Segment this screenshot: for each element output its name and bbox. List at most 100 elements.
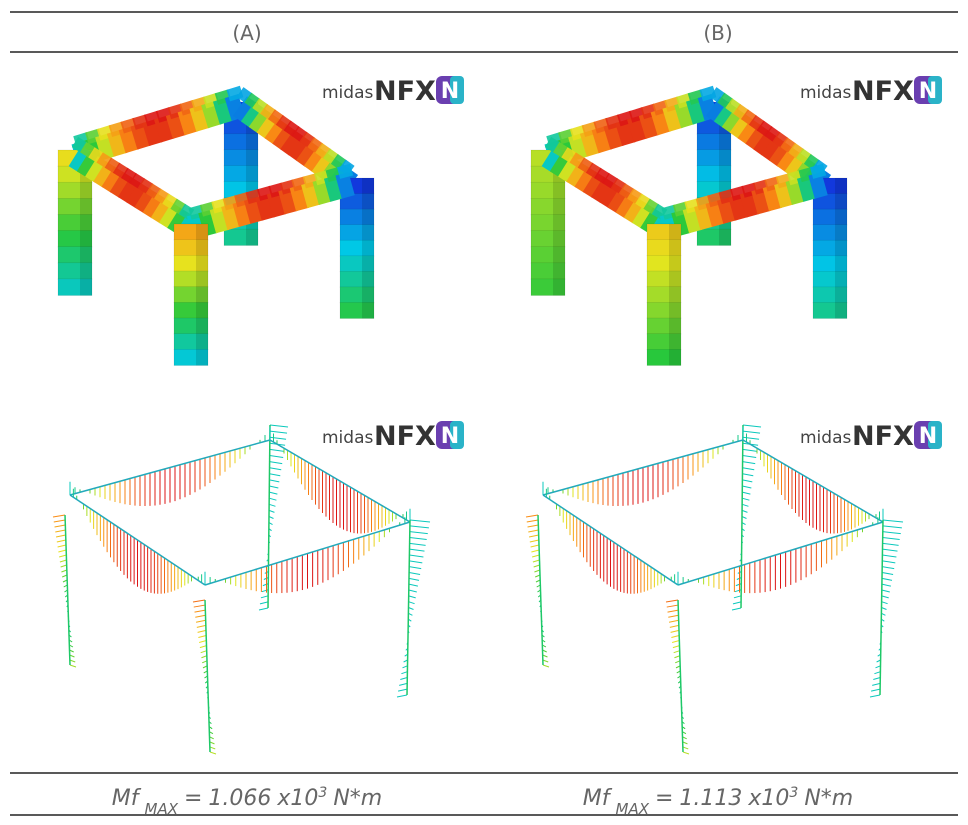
beam-top	[137, 178, 154, 195]
logo-product: NFX	[374, 76, 436, 107]
moment-hatch	[402, 665, 408, 669]
formula-multiplier: x10	[747, 786, 789, 811]
moment-hatch	[669, 624, 679, 628]
beam-segment	[745, 124, 769, 150]
beam-segment	[716, 197, 737, 224]
moment-hatch	[542, 664, 550, 668]
moment-hatch	[872, 682, 881, 686]
formula: Mf MAX = 1.066 x103 N*m	[112, 785, 382, 818]
beam-segment	[158, 202, 182, 229]
column-line	[267, 424, 271, 609]
beam-segment	[266, 190, 287, 218]
beam-segment	[591, 126, 613, 154]
beam-segment	[627, 115, 648, 143]
beam-top	[585, 162, 602, 179]
beam-line	[742, 439, 884, 523]
moment-hatch	[192, 599, 206, 603]
moment-hatch	[873, 677, 881, 680]
beam-top	[179, 100, 197, 116]
beam-segment	[209, 206, 230, 234]
column-shade	[553, 230, 565, 248]
column-shade	[669, 239, 681, 256]
moment-hatch	[882, 519, 904, 523]
moment-hatch	[396, 694, 408, 698]
beam-segment	[130, 122, 151, 150]
moment-hatch	[881, 595, 889, 599]
beam-segment	[93, 161, 116, 188]
column-shade	[835, 240, 847, 257]
beam-top	[561, 147, 577, 164]
beam-segment	[221, 203, 241, 231]
column-shade	[669, 333, 681, 350]
column-shade	[553, 262, 565, 280]
wire-frame	[525, 424, 904, 755]
beam-segment	[150, 197, 173, 224]
moment-hatch	[269, 455, 284, 458]
beam-segment	[248, 107, 272, 134]
moment-hatch	[260, 595, 269, 599]
moment-hatch	[269, 491, 278, 495]
beam-segment	[68, 145, 91, 173]
moment-hatch	[682, 746, 689, 750]
beam-segment	[737, 118, 761, 145]
moment-hatch	[194, 609, 206, 613]
beam-segment	[638, 111, 660, 139]
column-segment	[530, 278, 566, 296]
beam-segment	[582, 171, 605, 198]
moment-hatch	[735, 583, 742, 587]
beam-top	[199, 201, 217, 217]
beam-segment	[706, 96, 729, 123]
column-shade	[196, 286, 208, 303]
column-shade	[835, 286, 847, 303]
moment-hatch	[741, 516, 747, 519]
beam-segment	[278, 187, 298, 215]
beam-top	[283, 120, 300, 137]
logo-brand: midas	[322, 83, 373, 103]
moment-hatch	[201, 655, 208, 659]
column-segment	[173, 349, 209, 366]
moment-hatch	[732, 601, 742, 605]
logo-icon-letter: N	[919, 79, 937, 104]
formula-subscript: MAX	[145, 800, 179, 818]
beam-top	[322, 148, 339, 165]
beam-top	[256, 185, 274, 201]
moment-hatch	[742, 461, 756, 465]
column-shade	[719, 165, 731, 182]
beam-top	[740, 109, 757, 126]
beam-top	[336, 163, 354, 179]
beam-top	[741, 182, 758, 198]
beam-segment	[256, 112, 280, 139]
beam-top	[80, 142, 96, 159]
beam-segment	[189, 104, 210, 132]
beam-top	[675, 92, 693, 109]
beam-segment	[255, 193, 275, 221]
beam-top	[88, 147, 104, 164]
moment-hatch	[881, 577, 893, 581]
moment-hatch	[409, 537, 427, 540]
beam-top	[664, 96, 682, 113]
moment-hatch	[408, 607, 414, 610]
column-shade	[553, 214, 565, 232]
column-shade	[196, 318, 208, 335]
beam-top	[299, 131, 316, 148]
moment-hatch	[666, 604, 679, 608]
beam-line	[69, 494, 206, 586]
beam-top	[244, 92, 261, 109]
column-shade	[835, 224, 847, 241]
moment-hatch	[59, 559, 67, 563]
moment-hatch	[682, 751, 690, 755]
column-shade	[196, 224, 208, 241]
column-segment	[223, 228, 259, 246]
column-segment	[812, 302, 848, 319]
beam-segment	[728, 193, 748, 221]
beam-top	[188, 204, 205, 220]
beam-segment	[549, 150, 572, 178]
column-shade	[719, 229, 731, 246]
beam-segment	[776, 146, 800, 173]
moment-hatch	[667, 609, 679, 613]
beam-segment	[101, 166, 124, 193]
beam-top	[616, 110, 634, 127]
moment-hatch	[268, 516, 274, 519]
moment-hatch	[742, 455, 757, 458]
moment-hatch	[198, 640, 207, 644]
